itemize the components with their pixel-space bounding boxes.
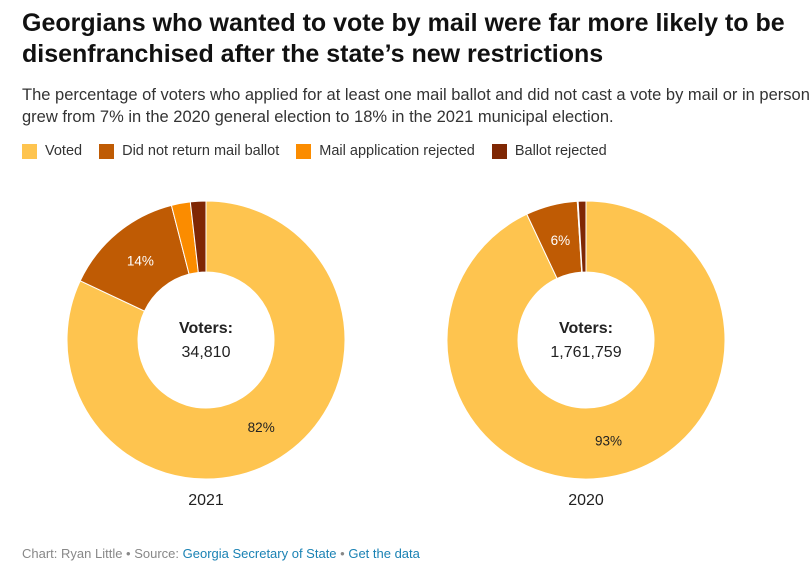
legend-swatch xyxy=(22,143,37,159)
donut-slice xyxy=(189,200,207,273)
legend-item: Did not return mail ballot xyxy=(99,143,279,159)
legend-item: Mail application rejected xyxy=(296,143,475,159)
center-value: 1,761,759 xyxy=(550,344,621,361)
data-label: 6% xyxy=(551,233,571,248)
legend-item: Voted xyxy=(22,143,82,159)
donut-slice xyxy=(66,200,346,480)
center-label: Voters: xyxy=(559,320,613,337)
chart-subtitle: The percentage of voters who applied for… xyxy=(22,86,810,126)
source-link[interactable]: Georgia Secretary of State xyxy=(182,546,337,561)
chart-title: Georgians who wanted to vote by mail wer… xyxy=(22,9,785,68)
legend-swatch xyxy=(99,143,115,159)
legend: Voted Did not return mail ballot Mail appl… xyxy=(22,143,624,159)
data-label: 14% xyxy=(127,254,154,269)
credit: Chart: Ryan Little • Source: xyxy=(22,546,183,561)
legend-swatch xyxy=(491,143,507,159)
data-label: 82% xyxy=(248,420,275,435)
legend-label: Ballot rejected xyxy=(514,143,607,159)
legend-item: Ballot rejected xyxy=(491,143,607,159)
data-label: 93% xyxy=(595,434,622,449)
legend-label: Mail application rejected xyxy=(319,143,475,159)
legend-label: Did not return mail ballot xyxy=(122,143,280,159)
legend-label: Voted xyxy=(45,143,83,159)
center-label: Voters: xyxy=(179,320,233,337)
get-data-link[interactable]: Get the data xyxy=(348,546,420,561)
center-value: 34,810 xyxy=(182,344,231,361)
footer: Chart: Ryan Little • Source: Georgia Sec… xyxy=(22,546,420,561)
chart-year-label: 2020 xyxy=(568,492,604,509)
separator: • xyxy=(336,546,349,561)
donut-slice xyxy=(446,200,726,480)
chart-year-label: 2021 xyxy=(188,492,224,509)
donut-slice xyxy=(577,200,587,273)
legend-swatch xyxy=(296,143,312,159)
